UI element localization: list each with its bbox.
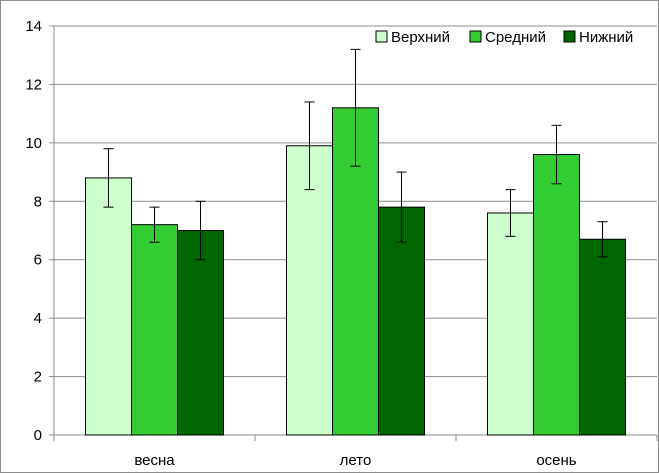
y-tick-label: 10 bbox=[25, 135, 42, 152]
y-tick-label: 4 bbox=[34, 310, 42, 327]
bar bbox=[533, 154, 580, 436]
legend-label: Средний bbox=[485, 29, 546, 46]
bar bbox=[378, 206, 425, 436]
bar bbox=[579, 238, 626, 436]
bar bbox=[487, 212, 534, 436]
legend-label: Верхний bbox=[391, 29, 450, 46]
bar bbox=[131, 224, 178, 436]
y-tick-label: 6 bbox=[34, 252, 42, 269]
y-tick-label: 0 bbox=[34, 427, 42, 444]
y-tick-label: 12 bbox=[25, 76, 42, 93]
bar bbox=[85, 177, 132, 436]
y-tick-label: 8 bbox=[34, 193, 42, 210]
bar bbox=[177, 230, 224, 436]
category-label: весна bbox=[134, 452, 175, 469]
category-label: осень bbox=[536, 452, 576, 469]
legend-swatch bbox=[469, 30, 482, 43]
legend-label: Нижний bbox=[579, 29, 633, 46]
y-tick-label: 14 bbox=[25, 18, 42, 35]
legend-swatch bbox=[563, 30, 576, 43]
category-label: лето bbox=[340, 452, 372, 469]
y-tick-label: 2 bbox=[34, 369, 42, 386]
legend-swatch bbox=[375, 30, 388, 43]
